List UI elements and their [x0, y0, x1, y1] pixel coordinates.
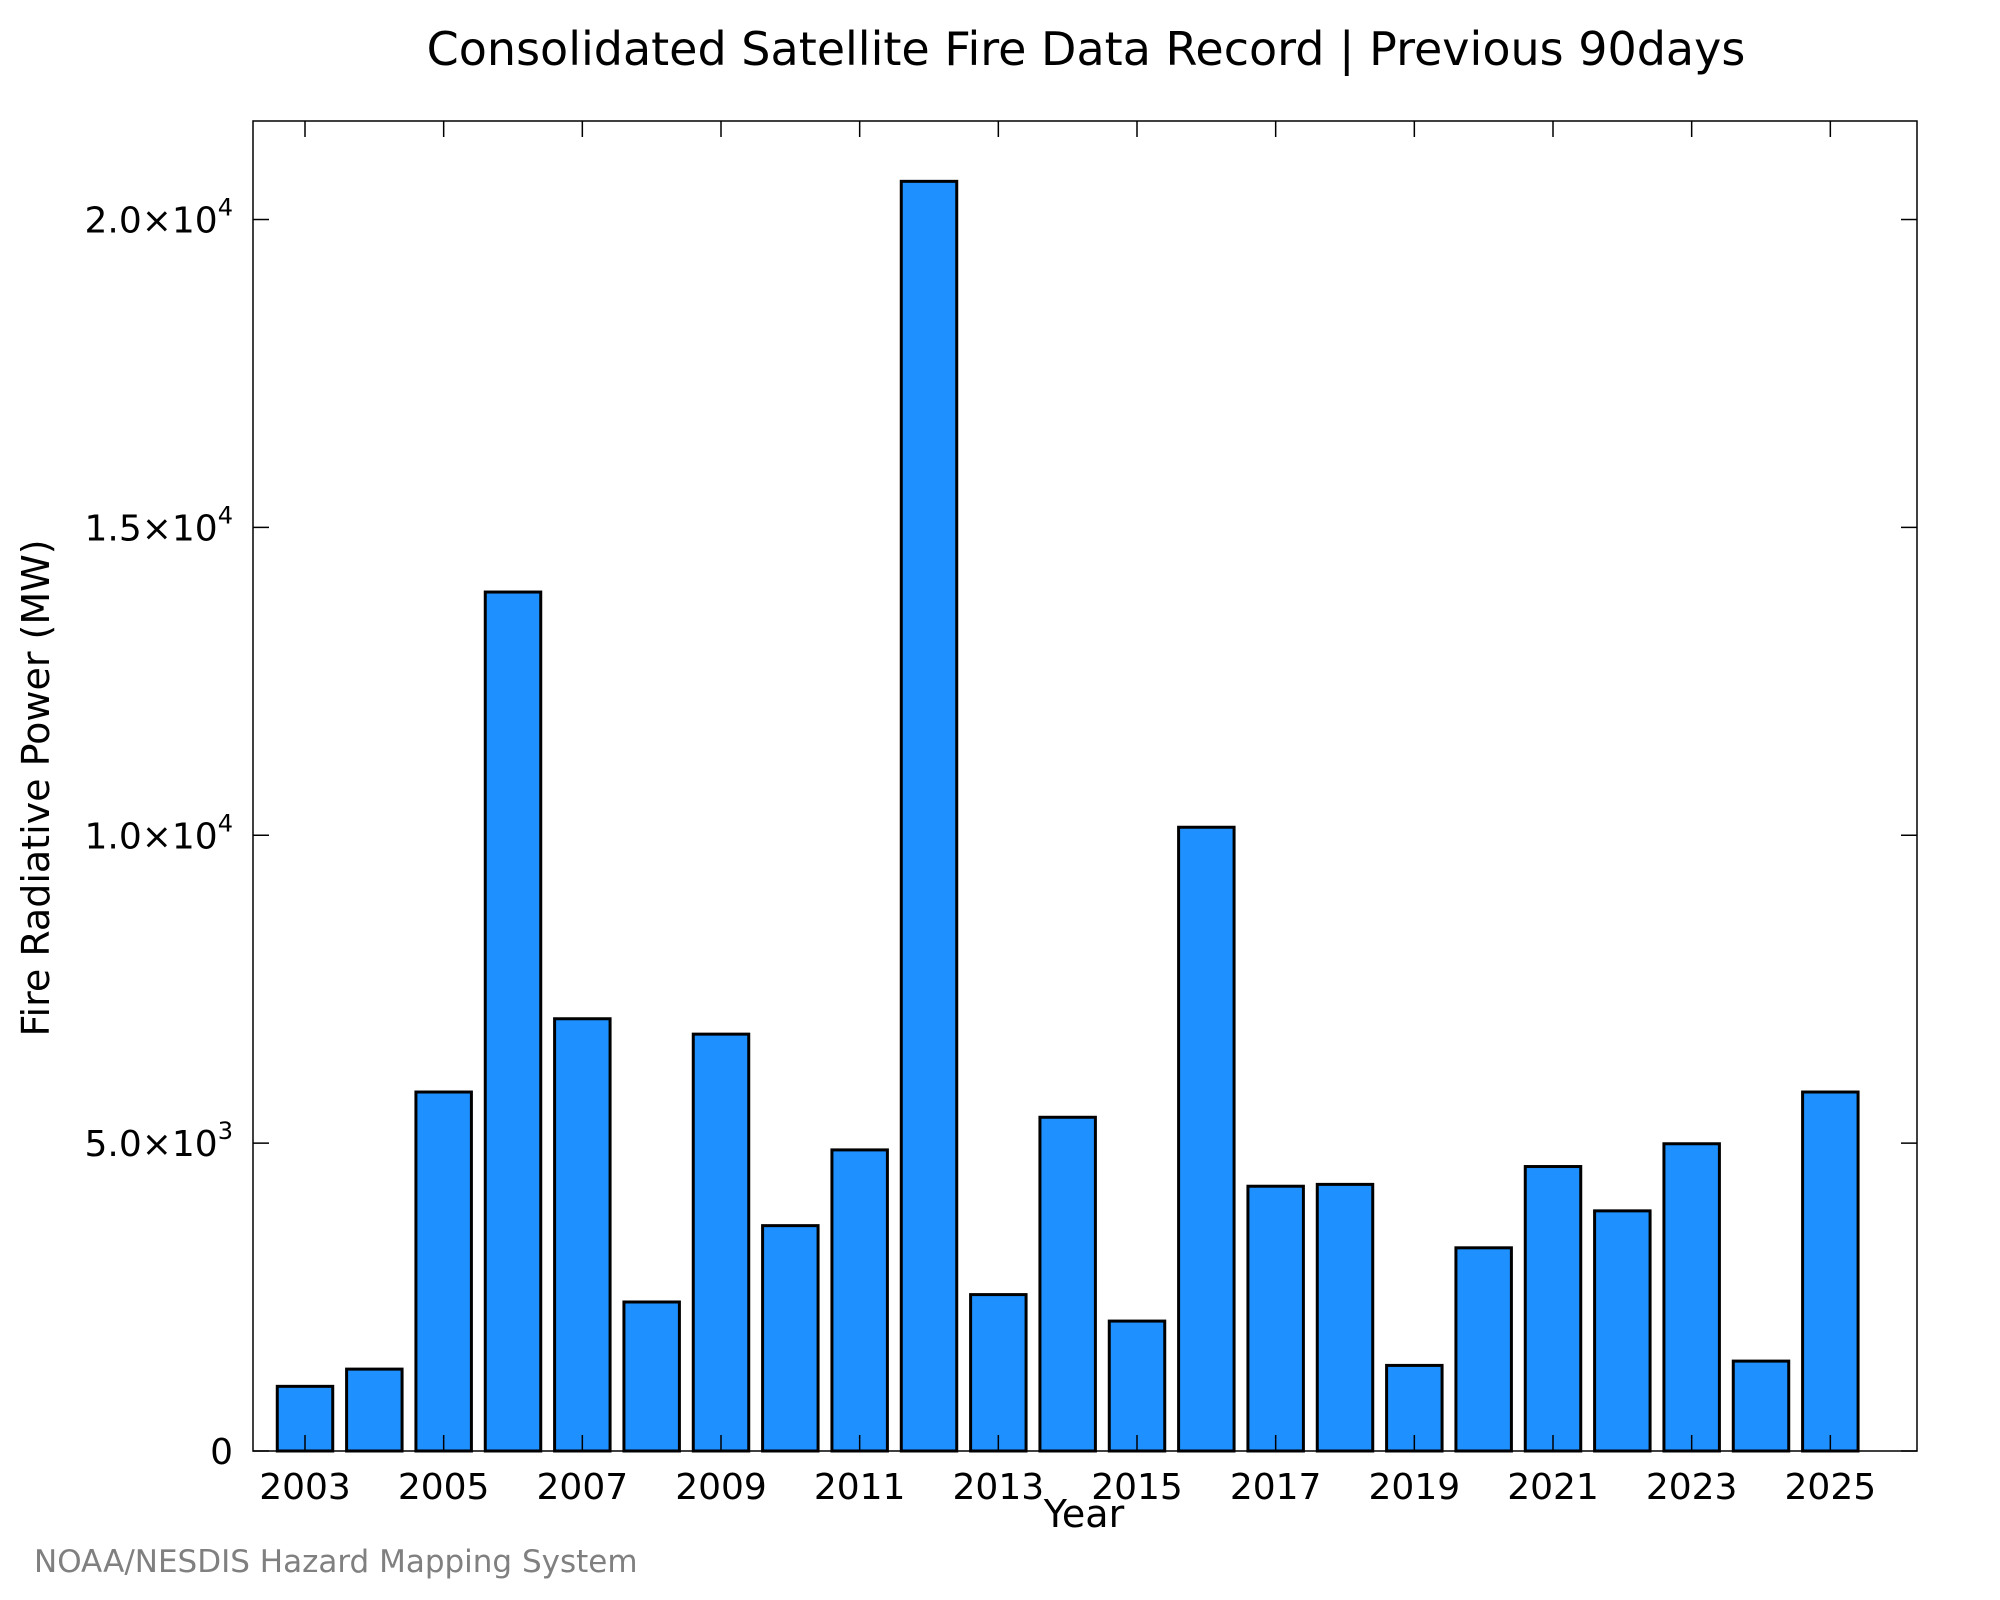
bar-2014 [1038, 1115, 1097, 1453]
bar-2025 [1801, 1090, 1860, 1453]
chart-title: Consolidated Satellite Fire Data Record … [427, 22, 1746, 77]
bars-group [275, 179, 1860, 1453]
bar-2008 [622, 1300, 681, 1453]
bar-2009 [691, 1032, 751, 1453]
bar-2016 [1177, 825, 1236, 1453]
bar-2010 [761, 1224, 820, 1453]
bar-2018 [1315, 1182, 1375, 1453]
y-tick-label-20000: 2.0×104 [84, 194, 233, 242]
x-tick-label-2007: 2007 [537, 1467, 629, 1508]
ticks-group: 2003 2005 2007 2009 2011 2013 2015 2017 2019 2021… [84, 121, 1917, 1508]
bar-2024 [1731, 1359, 1791, 1453]
bar-2023 [1662, 1142, 1721, 1453]
bar-2022 [1593, 1209, 1652, 1453]
x-tick-label-2013: 2013 [953, 1467, 1045, 1508]
bar-2015 [1107, 1319, 1167, 1453]
y-tick-label-0: 0 [210, 1432, 233, 1473]
y-tick-label-15000: 1.5×104 [84, 501, 233, 549]
bar-2012 [899, 179, 959, 1453]
x-tick-label-2021: 2021 [1507, 1467, 1599, 1508]
bar-2017 [1246, 1184, 1305, 1453]
source-credit: NOAA/NESDIS Hazard Mapping System [34, 1544, 638, 1580]
x-tick-label-2017: 2017 [1230, 1467, 1322, 1508]
y-tick-label-10000: 1.0×104 [84, 809, 233, 857]
x-tick-label-2025: 2025 [1785, 1467, 1877, 1508]
x-axis-label: Year [1043, 1492, 1125, 1536]
x-tick-label-2005: 2005 [398, 1467, 490, 1508]
y-axis-label: Fire Radiative Power (MW) [14, 539, 58, 1036]
y-tick-label-5000: 5.0×103 [84, 1117, 233, 1165]
bar-2007 [553, 1017, 612, 1453]
bar-2021 [1523, 1165, 1583, 1453]
bar-2006 [483, 590, 543, 1453]
bar-2005 [414, 1090, 473, 1453]
bar-2011 [830, 1148, 889, 1453]
x-tick-label-2011: 2011 [814, 1467, 906, 1508]
x-tick-label-2003: 2003 [259, 1467, 351, 1508]
plot-area-frame [252, 120, 1918, 1452]
bar-2013 [969, 1293, 1028, 1453]
x-tick-label-2015: 2015 [1091, 1467, 1183, 1508]
bar-2004 [345, 1367, 404, 1453]
bar-2020 [1454, 1246, 1513, 1453]
x-tick-label-2019: 2019 [1369, 1467, 1461, 1508]
x-tick-label-2023: 2023 [1646, 1467, 1738, 1508]
x-tick-label-2009: 2009 [675, 1467, 767, 1508]
